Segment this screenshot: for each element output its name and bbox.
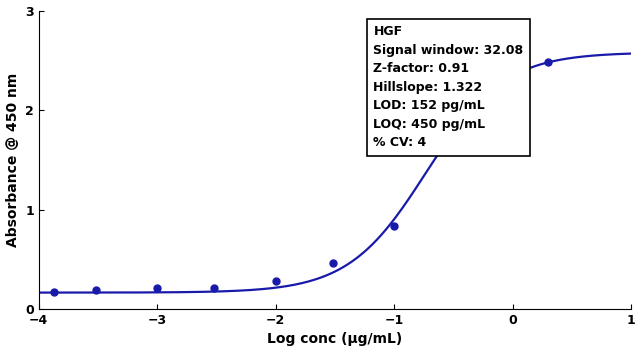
Y-axis label: Absorbance @ 450 nm: Absorbance @ 450 nm bbox=[6, 73, 20, 247]
Text: HGF
Signal window: 32.08
Z-factor: 0.91
Hillslope: 1.322
LOD: 152 pg/mL
LOQ: 450: HGF Signal window: 32.08 Z-factor: 0.91 … bbox=[374, 25, 524, 150]
X-axis label: Log conc (μg/mL): Log conc (μg/mL) bbox=[267, 332, 403, 346]
